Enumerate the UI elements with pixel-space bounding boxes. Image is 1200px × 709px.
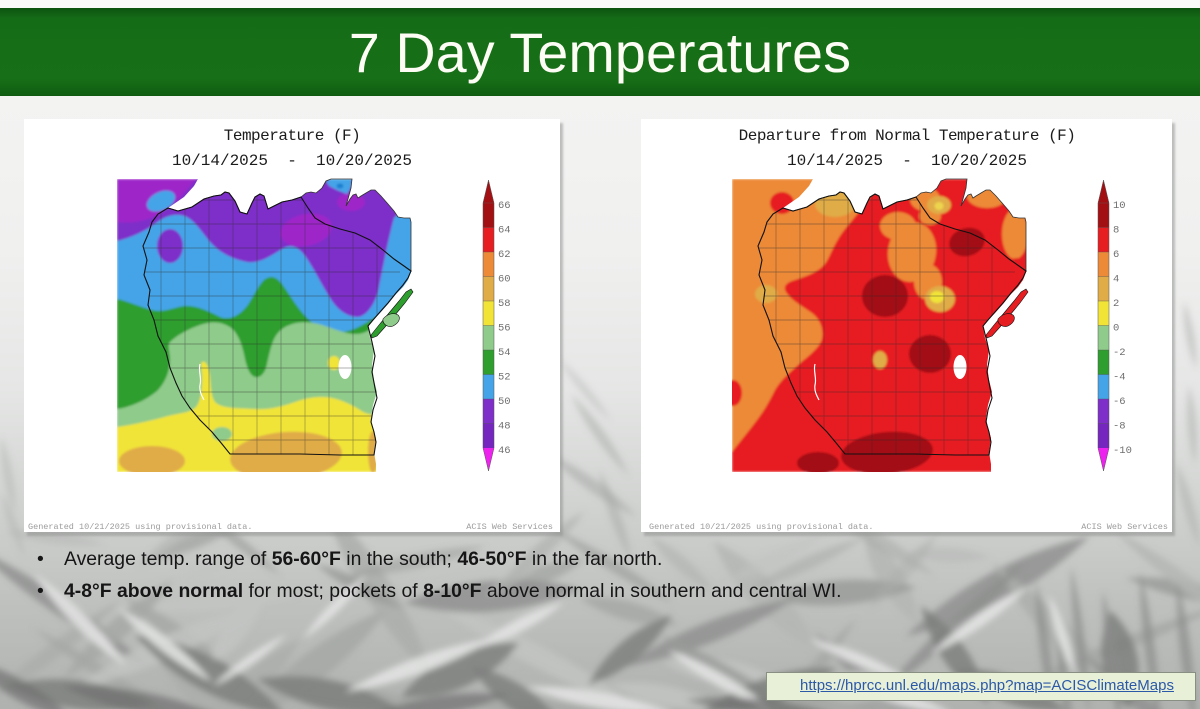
- svg-text:60: 60: [498, 274, 511, 286]
- svg-text:54: 54: [498, 347, 511, 359]
- svg-text:64: 64: [498, 225, 511, 237]
- svg-text:2: 2: [1113, 298, 1119, 310]
- svg-text:Generated 10/21/2025 using pr: Generated 10/21/2025 using provisional d…: [649, 522, 873, 532]
- svg-text:-6: -6: [1113, 396, 1126, 408]
- svg-text:Temperature (F): Temperature (F): [224, 127, 361, 145]
- svg-text:66: 66: [498, 200, 511, 212]
- svg-text:0: 0: [1113, 323, 1119, 335]
- svg-text:50: 50: [498, 396, 511, 408]
- svg-text:56: 56: [498, 323, 511, 335]
- svg-text:8: 8: [1113, 225, 1119, 237]
- svg-text:10/14/2025 - 10/20/2025: 10/14/2025 - 10/20/2025: [787, 152, 1027, 170]
- svg-text:Departure from Normal Temperat: Departure from Normal Temperature (F): [739, 127, 1076, 145]
- svg-text:ACIS Web Services: ACIS Web Services: [466, 522, 553, 532]
- svg-text:-2: -2: [1113, 347, 1126, 359]
- svg-text:-10: -10: [1113, 445, 1132, 457]
- svg-text:58: 58: [498, 298, 511, 310]
- svg-text:Generated 10/21/2025 using pr: Generated 10/21/2025 using provisional d…: [28, 522, 252, 532]
- svg-text:62: 62: [498, 249, 511, 261]
- svg-text:46: 46: [498, 445, 511, 457]
- svg-text:48: 48: [498, 421, 511, 433]
- svg-text:10: 10: [1113, 200, 1126, 212]
- svg-text:52: 52: [498, 372, 511, 384]
- svg-text:-4: -4: [1113, 372, 1126, 384]
- svg-text:4: 4: [1113, 274, 1119, 286]
- svg-text:6: 6: [1113, 249, 1119, 261]
- svg-text:ACIS Web Services: ACIS Web Services: [1081, 522, 1168, 532]
- svg-text:10/14/2025 - 10/20/2025: 10/14/2025 - 10/20/2025: [172, 152, 412, 170]
- svg-text:-8: -8: [1113, 421, 1126, 433]
